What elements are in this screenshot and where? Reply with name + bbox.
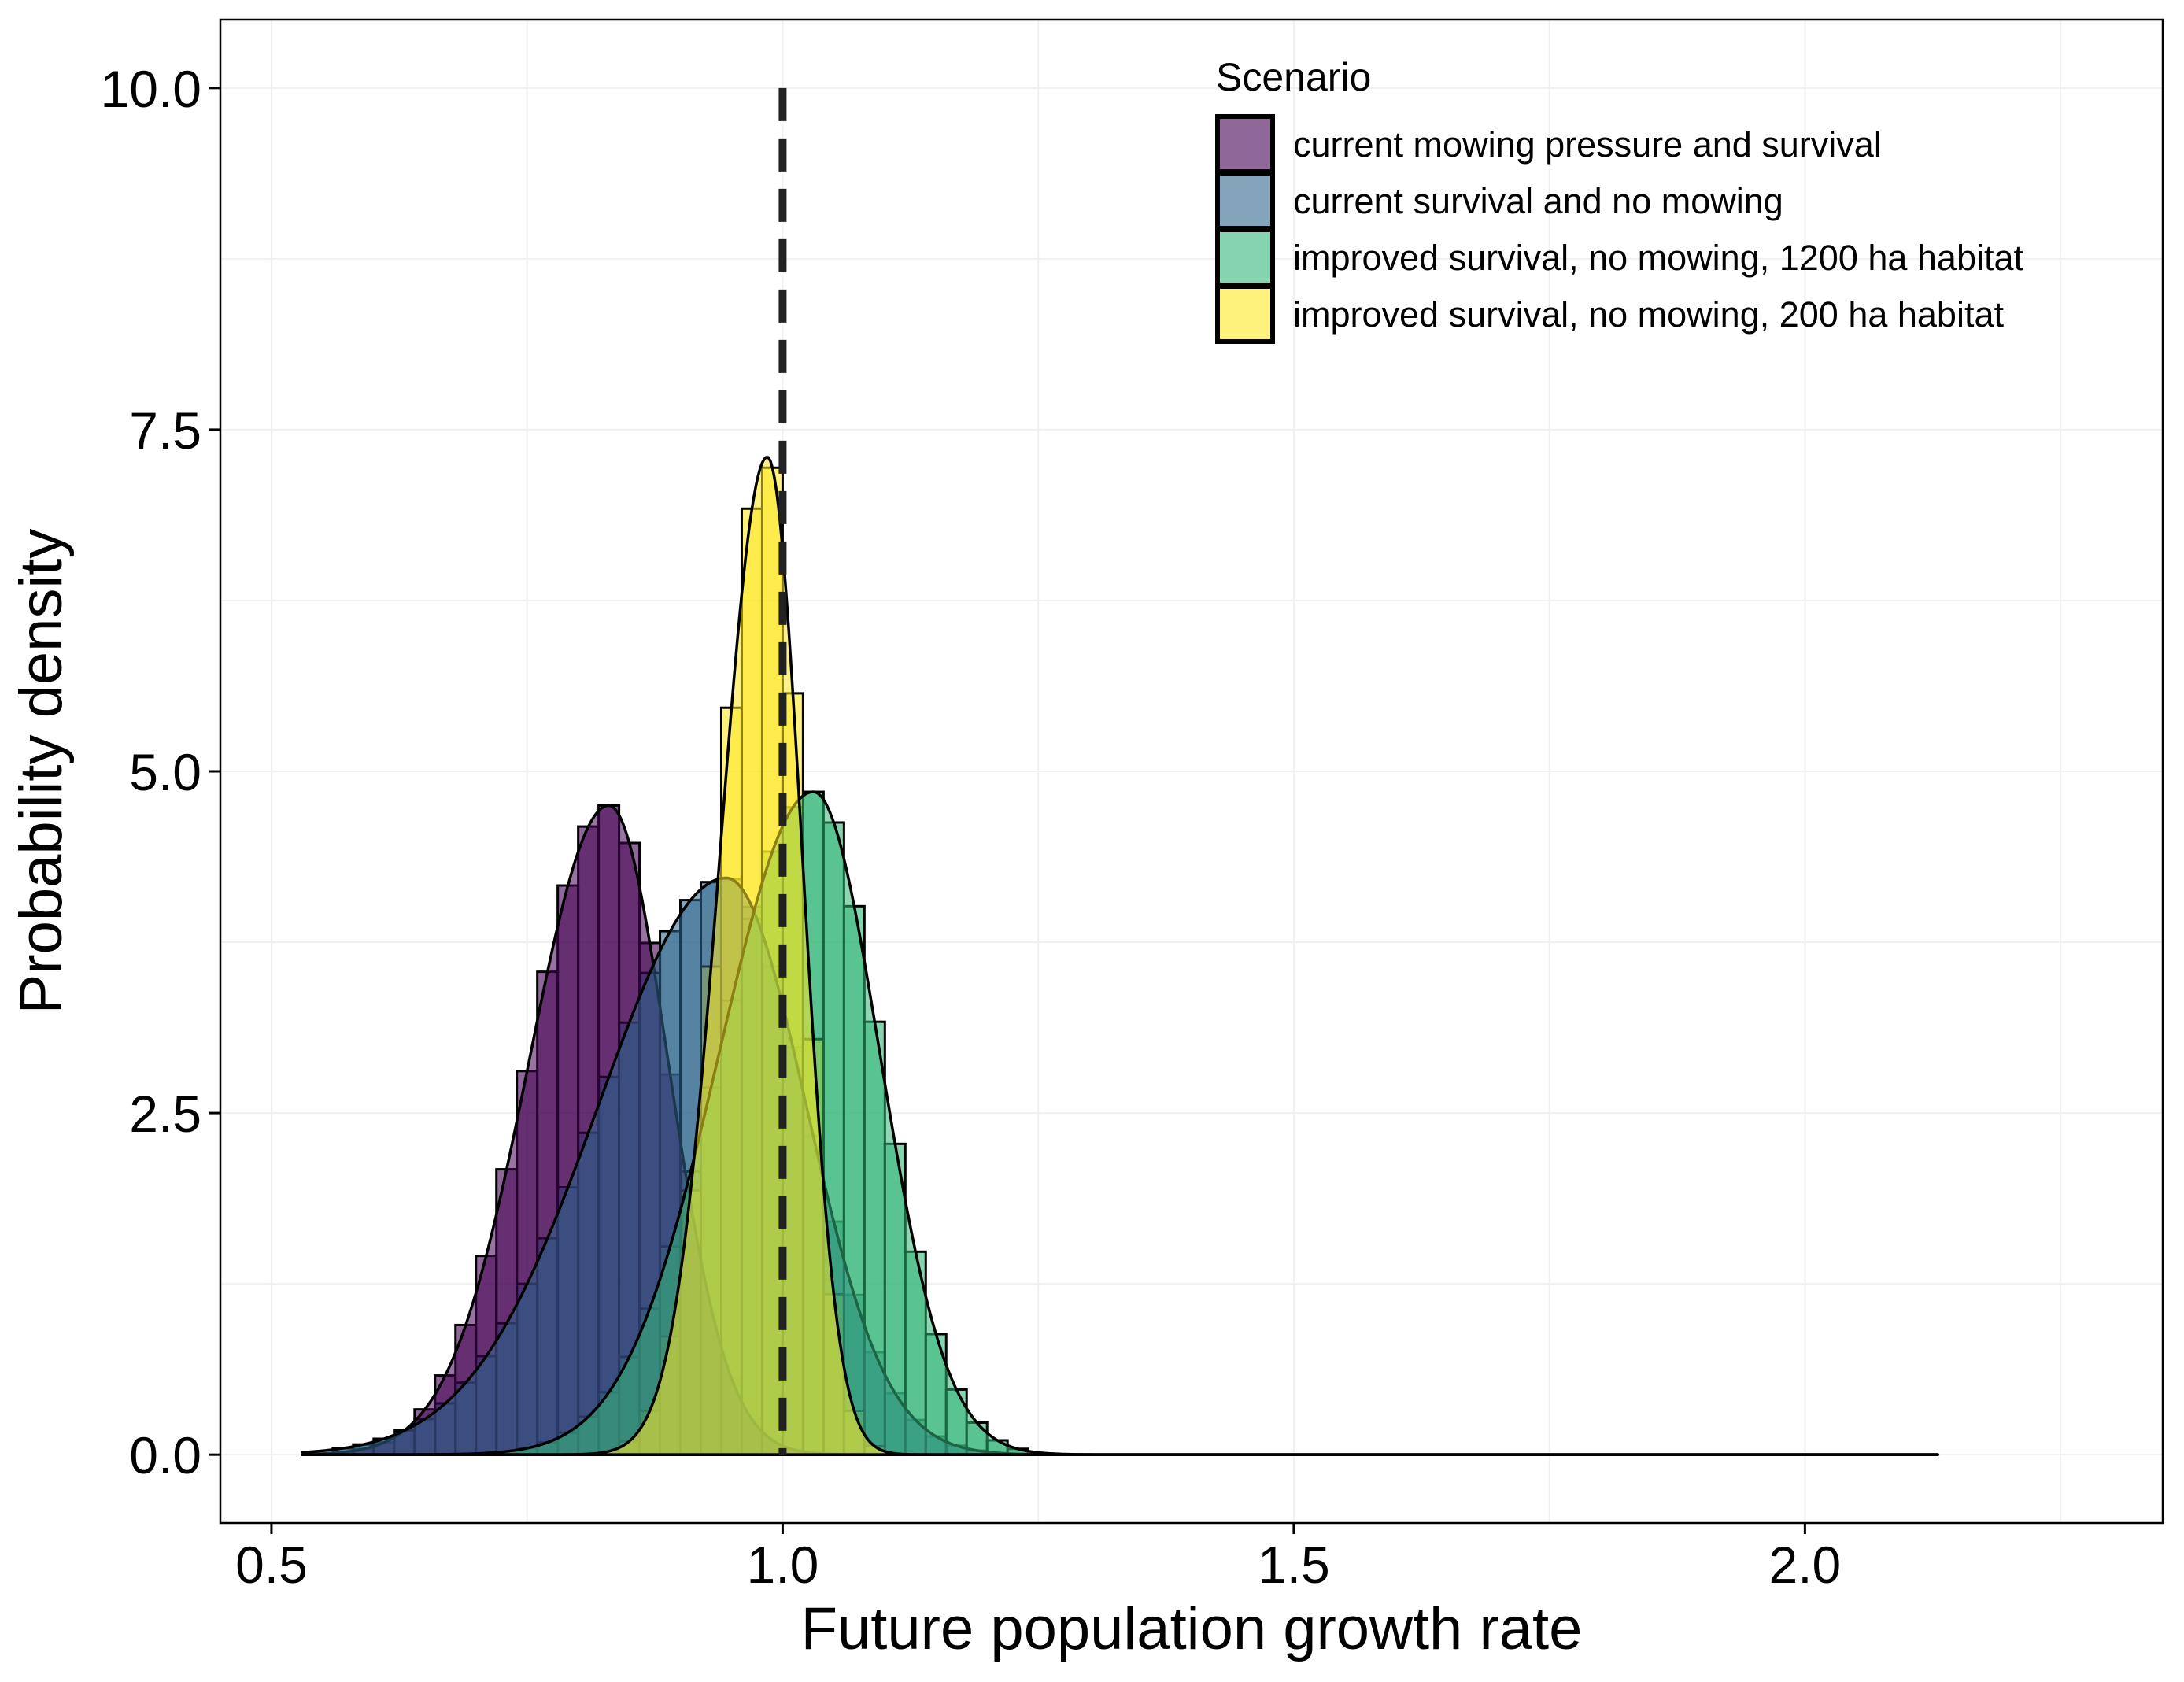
legend-key (1215, 171, 1275, 231)
legend-label: improved survival, no mowing, 200 ha hab… (1293, 294, 2004, 335)
x-tick-label: 1.5 (1258, 1536, 1330, 1594)
density-curve-series-4 (301, 456, 1939, 1456)
y-tick-label: 0.0 (129, 1426, 201, 1484)
y-tick-label: 5.0 (129, 743, 201, 801)
axes: 0.5 1.0 1.5 2.0 0.0 2.5 5.0 7.5 10.0 (101, 60, 1842, 1594)
legend-key (1215, 227, 1275, 287)
legend-key (1215, 284, 1275, 344)
x-tick-label: 1.0 (747, 1536, 819, 1594)
y-tick-label: 2.5 (129, 1085, 201, 1143)
x-tick-label: 2.0 (1768, 1536, 1841, 1594)
y-axis-title: Probability density (8, 529, 75, 1015)
legend-label: current survival and no mowing (1293, 181, 1783, 221)
density-curves (301, 456, 1939, 1456)
legend-label: current mowing pressure and survival (1293, 124, 1882, 165)
y-tick-label: 10.0 (101, 60, 201, 118)
legend-title: Scenario (1216, 55, 1371, 99)
x-tick-label: 0.5 (235, 1536, 308, 1594)
legend-label: improved survival, no mowing, 1200 ha ha… (1293, 238, 2024, 278)
legend-key (1215, 114, 1275, 174)
y-tick-label: 7.5 (129, 401, 201, 460)
legend: Scenario current mowing pressure and sur… (1215, 55, 2024, 344)
x-axis-title: Future population growth rate (801, 1595, 1583, 1662)
